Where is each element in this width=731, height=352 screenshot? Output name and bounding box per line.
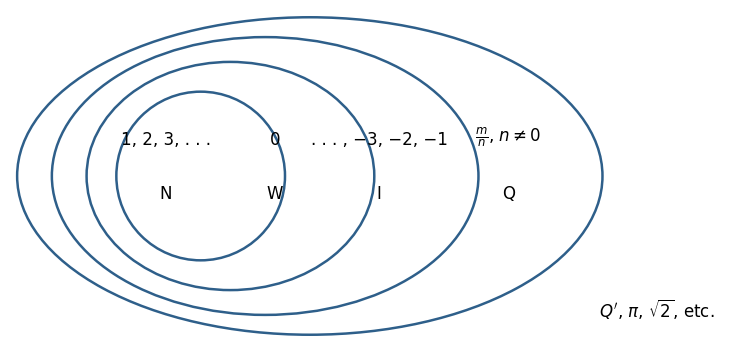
Text: . . . , −3, −2, −1: . . . , −3, −2, −1 (311, 131, 447, 149)
Text: $Q'$, $\pi$, $\sqrt{2}$, etc.: $Q'$, $\pi$, $\sqrt{2}$, etc. (599, 297, 715, 321)
Text: $\frac{m}{n}$, $n \neq 0$: $\frac{m}{n}$, $n \neq 0$ (475, 126, 542, 149)
Text: I: I (376, 185, 382, 203)
Text: 1, 2, 3, . . .: 1, 2, 3, . . . (121, 131, 211, 149)
Text: Q: Q (501, 185, 515, 203)
Text: N: N (159, 185, 173, 203)
Text: 0: 0 (270, 131, 280, 149)
Text: W: W (267, 185, 284, 203)
